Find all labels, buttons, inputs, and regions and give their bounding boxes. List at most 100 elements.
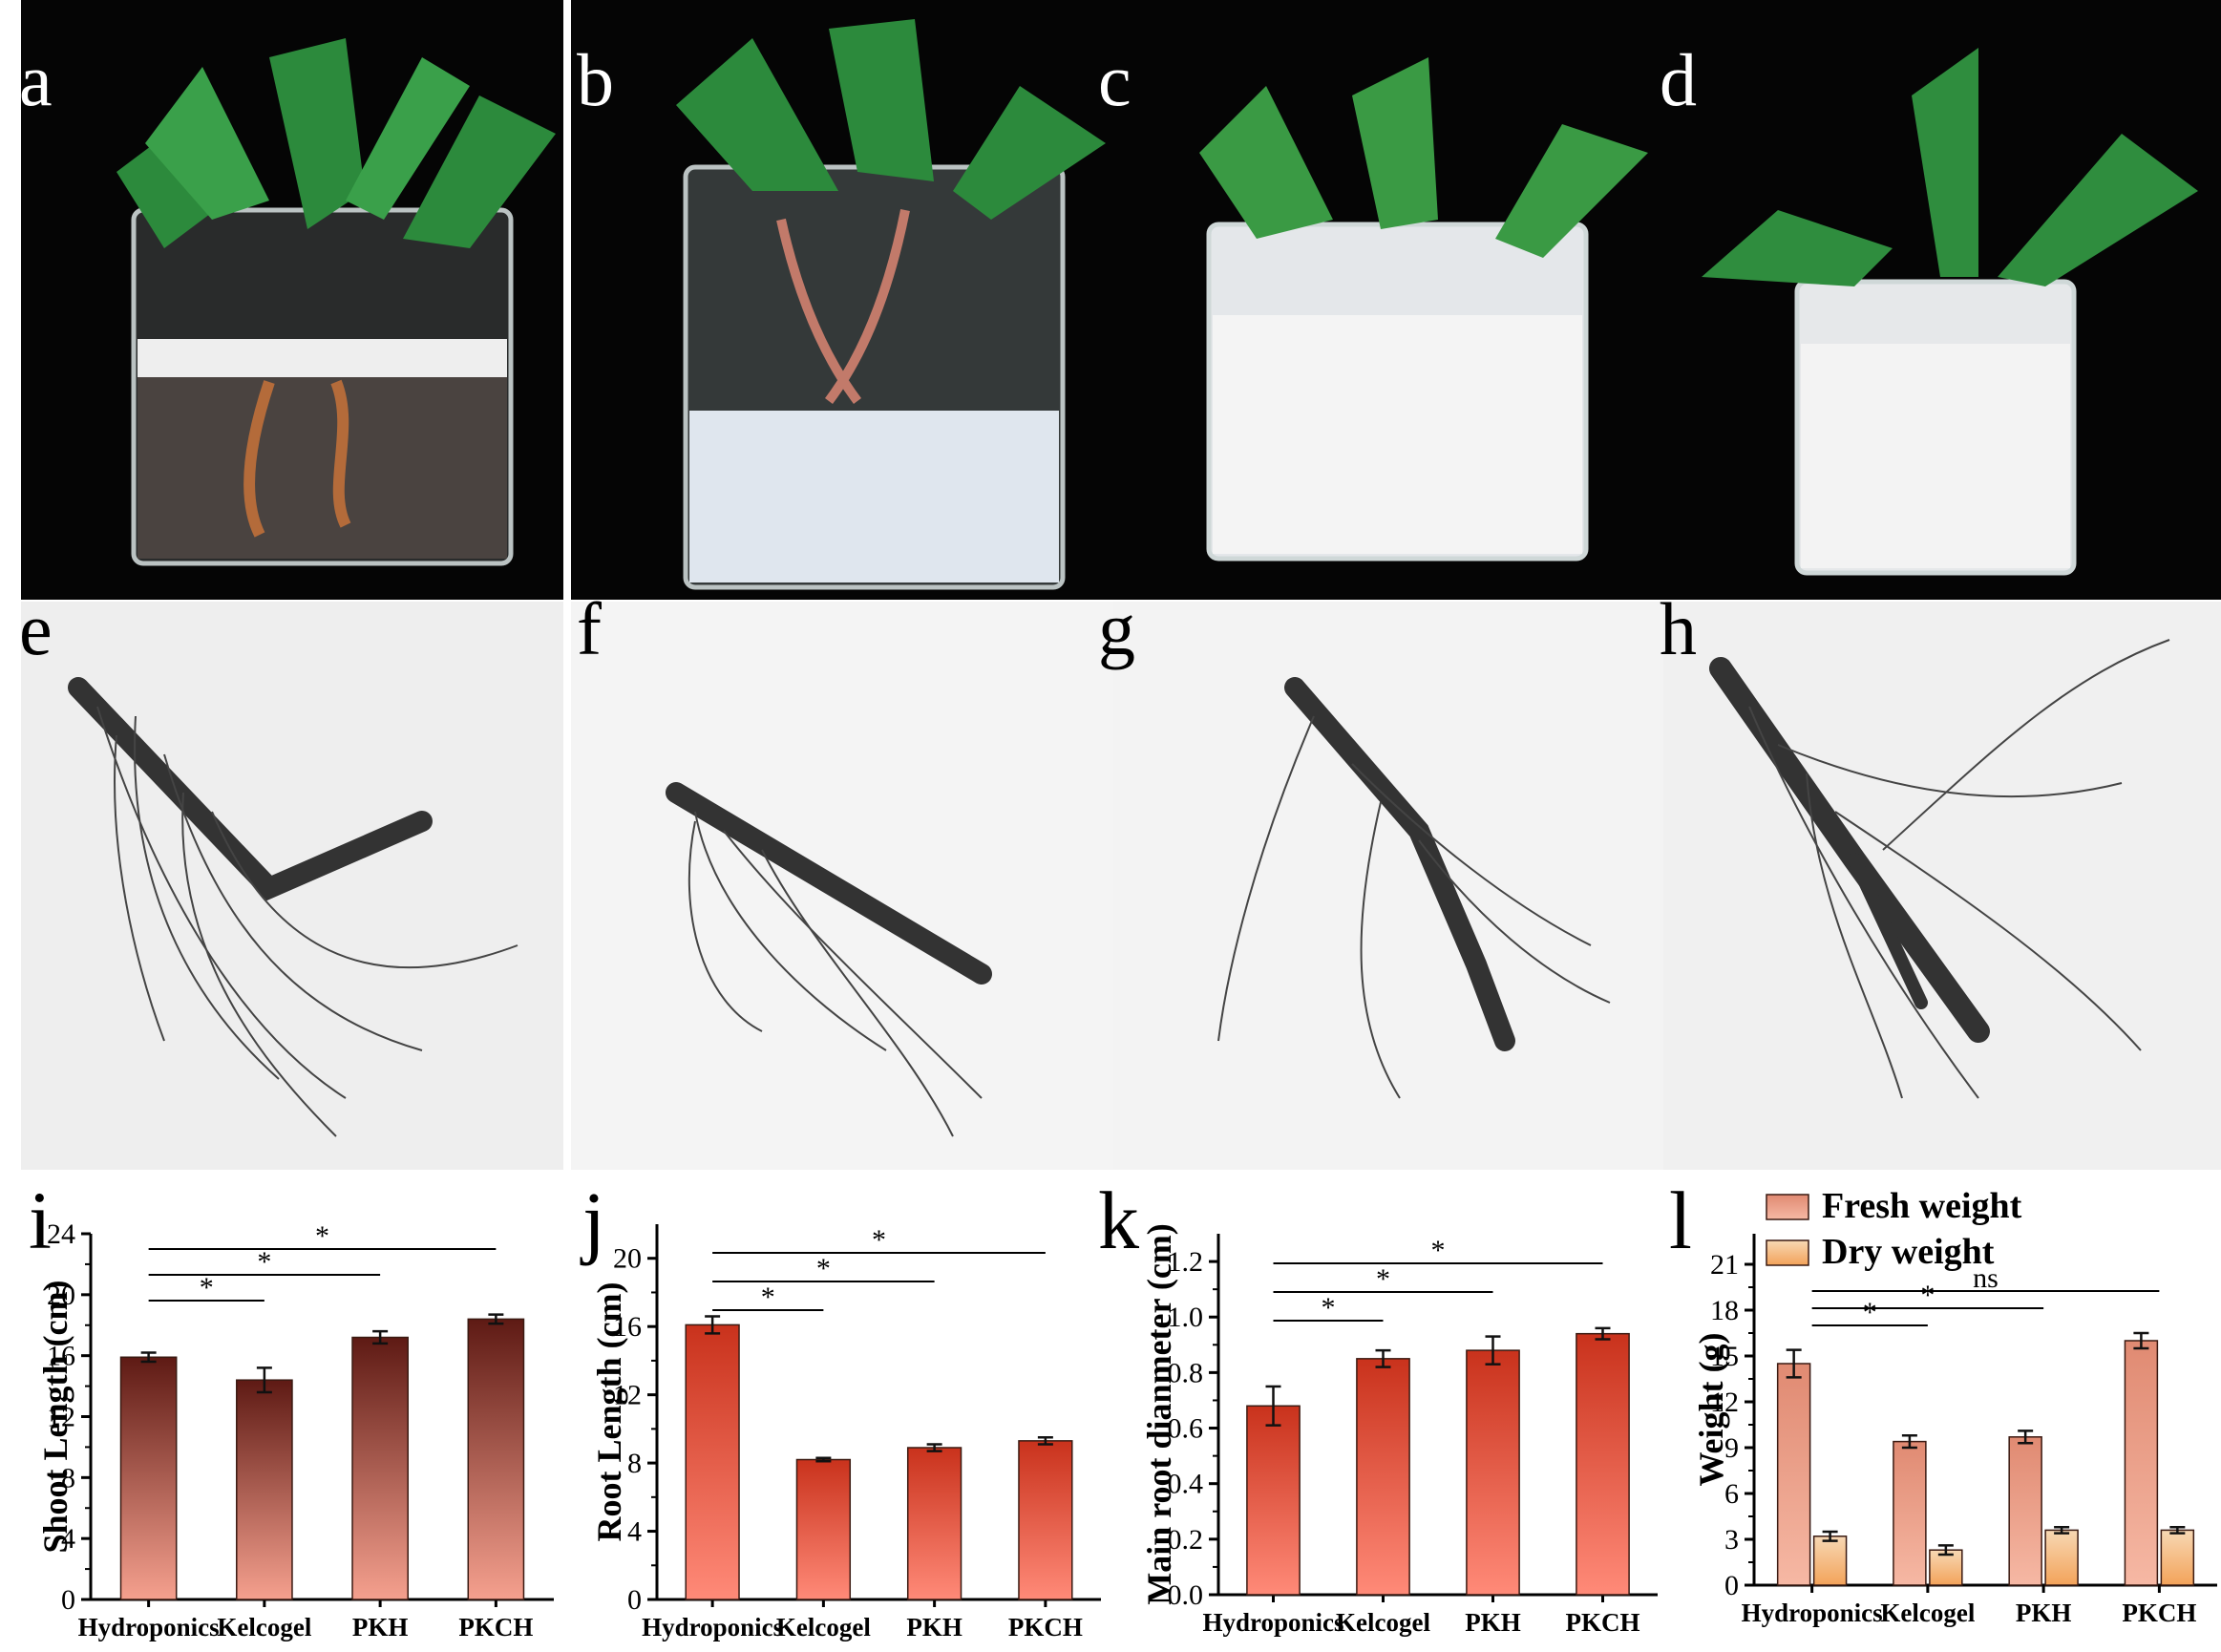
significance-label: * xyxy=(872,1224,886,1256)
significance-label: * xyxy=(1322,1292,1336,1324)
bar xyxy=(906,1447,962,1600)
significance-label: * xyxy=(1863,1297,1877,1328)
significance-label: * xyxy=(1376,1263,1390,1295)
y-tick-label: 21 xyxy=(1710,1249,1739,1281)
photo-panel-d xyxy=(1663,0,2221,600)
panel-label-a: a xyxy=(19,38,53,121)
bar xyxy=(1466,1349,1520,1596)
photo-panel-b xyxy=(571,0,1113,600)
legend-label: Fresh weight xyxy=(1822,1186,2022,1226)
panel-label-b: b xyxy=(577,38,614,121)
y-tick-label: 16 xyxy=(613,1311,642,1343)
bar-dry-weight xyxy=(2044,1529,2079,1586)
x-tick-label: PKH xyxy=(2016,1599,2072,1627)
y-tick-label: 12 xyxy=(1710,1387,1739,1418)
legend-swatch xyxy=(1766,1194,1809,1220)
significance-label: * xyxy=(761,1281,775,1313)
significance-label: ns xyxy=(1973,1262,1999,1294)
panel-label-h: h xyxy=(1660,587,1697,670)
chart-k-main-root-diameter: 0.0 0.2 0.4 0.6 0.8 1.0 1.2 Main root dianmeter… xyxy=(1113,1175,1663,1652)
panel-label-f: f xyxy=(577,587,602,670)
bar xyxy=(236,1379,293,1600)
y-tick-label: 8 xyxy=(627,1448,642,1479)
bar-dry-weight xyxy=(1929,1549,1963,1586)
x-tick-label: Hydroponics xyxy=(1742,1599,1883,1627)
x-tick-label: PKH xyxy=(1465,1608,1521,1637)
panel-label-g: g xyxy=(1098,587,1135,670)
x-tick-label: PKCH xyxy=(1008,1613,1083,1641)
y-tick-label: 6 xyxy=(1724,1478,1739,1510)
x-tick-label: PKH xyxy=(906,1613,962,1641)
y-axis-label: Main root dianmeter (cm) xyxy=(1140,1223,1178,1605)
y-tick-label: 4 xyxy=(61,1523,75,1555)
y-tick-label: 9 xyxy=(1724,1432,1739,1464)
bar xyxy=(1576,1332,1630,1596)
y-tick-label: 0 xyxy=(627,1584,642,1616)
x-tick-label: Hydroponics xyxy=(642,1613,783,1641)
y-tick-label: 16 xyxy=(47,1341,75,1372)
chart-i-shoot-length: 0 4 8 12 16 20 24 Shoot Length (cm) Hydroponics K… xyxy=(0,1175,573,1652)
y-tick-label: 0.2 xyxy=(1168,1524,1204,1556)
y-tick-label: 1.2 xyxy=(1168,1246,1204,1278)
y-tick-label: 8 xyxy=(61,1462,75,1493)
photo-panel-h xyxy=(1663,602,2221,1170)
bar xyxy=(1018,1440,1073,1600)
y-tick-label: 0.6 xyxy=(1168,1413,1204,1445)
x-tick-label: Kelcogel xyxy=(776,1613,871,1641)
bar-fresh-weight xyxy=(1893,1440,1927,1586)
y-tick-label: 0 xyxy=(1724,1570,1739,1601)
bar xyxy=(119,1356,178,1600)
panel-label-l: l xyxy=(1669,1175,1692,1266)
significance-label: * xyxy=(1920,1280,1935,1311)
y-tick-label: 3 xyxy=(1724,1524,1739,1556)
y-tick-label: 18 xyxy=(1710,1295,1739,1326)
y-tick-label: 0.4 xyxy=(1168,1469,1204,1500)
x-tick-label: Kelcogel xyxy=(1880,1599,1975,1627)
x-tick-label: Hydroponics xyxy=(1202,1608,1343,1637)
y-tick-label: 24 xyxy=(47,1218,75,1250)
x-tick-label: PKH xyxy=(352,1613,409,1641)
y-tick-label: 0 xyxy=(61,1584,75,1616)
legend-swatch xyxy=(1766,1239,1809,1266)
chart-l-weight: 0 3 6 9 12 15 18 21 Weight (g) Hydroponics Kelcoge… xyxy=(1663,1175,2221,1652)
photo-panel-g xyxy=(1113,602,1663,1170)
x-tick-label: PKCH xyxy=(458,1613,533,1641)
panel-label-c: c xyxy=(1098,38,1132,121)
bar xyxy=(351,1336,409,1600)
y-tick-label: 0.0 xyxy=(1168,1579,1204,1611)
chart-j-root-length: 0 4 8 12 16 20 Root Length (cm) Hydroponics Kelc… xyxy=(571,1175,1113,1652)
x-tick-label: PKCH xyxy=(1566,1608,1640,1637)
bar-fresh-weight xyxy=(1776,1363,1811,1586)
y-tick-label: 4 xyxy=(627,1516,642,1548)
significance-label: * xyxy=(315,1220,329,1252)
significance-label: * xyxy=(257,1246,271,1278)
bar xyxy=(1356,1358,1410,1596)
y-tick-label: 12 xyxy=(613,1380,642,1411)
y-axis-label: Weight (g) xyxy=(1692,1333,1730,1487)
y-axis-label: Shoot Length (cm) xyxy=(36,1281,74,1554)
y-tick-label: 15 xyxy=(1710,1341,1739,1372)
x-tick-label: PKCH xyxy=(2122,1599,2196,1627)
panel-label-d: d xyxy=(1660,38,1697,121)
legend-label: Dry weight xyxy=(1822,1232,1995,1272)
bar xyxy=(467,1318,525,1600)
panel-label-i: i xyxy=(29,1175,52,1266)
photo-panel-f xyxy=(571,602,1113,1170)
chart-i-svg: 0 4 8 12 16 20 24 Shoot Length (cm) HydroponicsK… xyxy=(36,1218,554,1641)
bar xyxy=(1246,1405,1301,1596)
significance-label: * xyxy=(816,1253,831,1284)
significance-label: * xyxy=(1431,1235,1446,1266)
panel-label-e: e xyxy=(19,587,53,670)
panel-label-j: j xyxy=(582,1175,605,1266)
bar-fresh-weight xyxy=(2008,1436,2042,1586)
bar xyxy=(685,1324,740,1600)
y-tick-label: 20 xyxy=(613,1243,642,1275)
x-tick-label: Kelcogel xyxy=(1336,1608,1430,1637)
bar xyxy=(795,1458,852,1600)
y-tick-label: 20 xyxy=(47,1280,75,1311)
x-tick-label: Kelcogel xyxy=(217,1613,311,1641)
chart-j-svg: 0 4 8 12 16 20 Root Length (cm) HydroponicsKelc… xyxy=(590,1224,1101,1641)
significance-label: * xyxy=(200,1272,214,1303)
y-axis-label: Root Length (cm) xyxy=(590,1282,628,1542)
